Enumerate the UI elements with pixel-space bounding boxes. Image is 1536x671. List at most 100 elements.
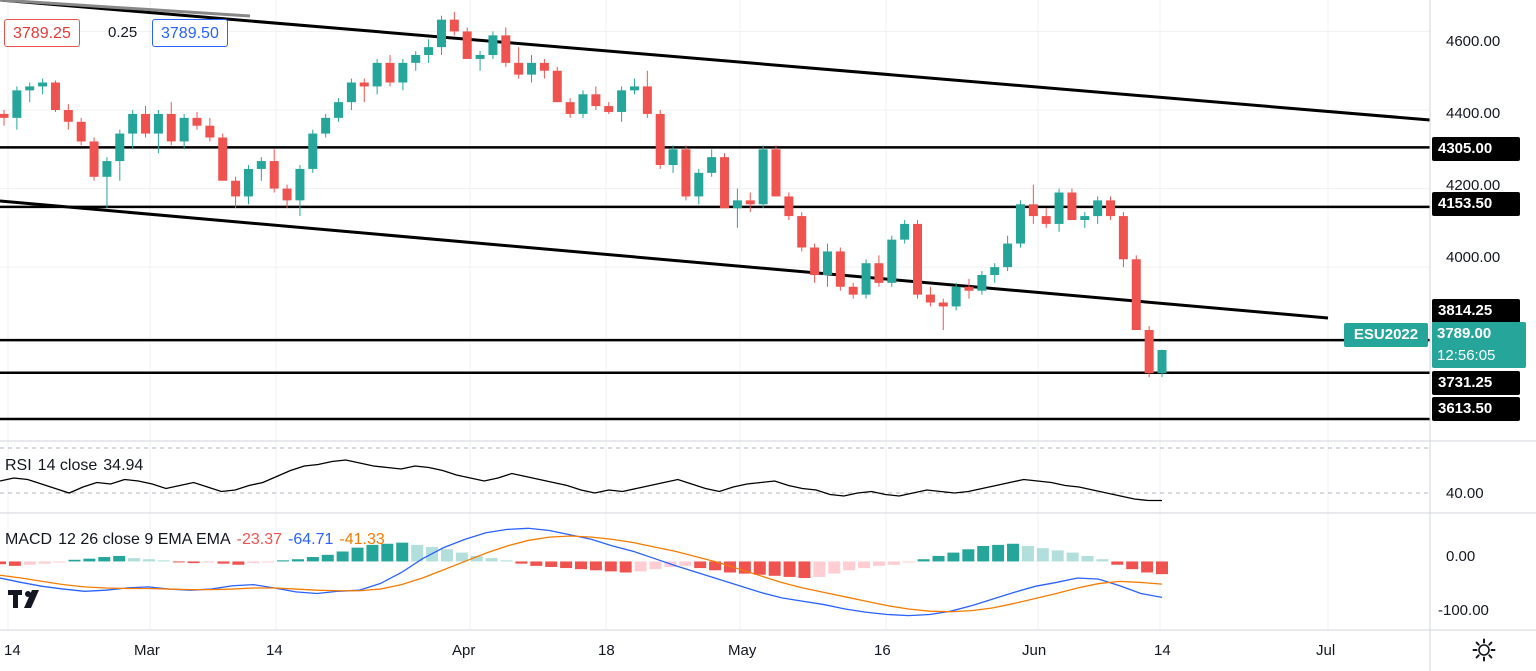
candle-body xyxy=(1015,204,1025,244)
candle-body xyxy=(1131,259,1141,330)
macd-histogram-bar xyxy=(992,544,1005,562)
macd-histogram-bar xyxy=(202,561,215,563)
rsi-legend[interactable]: RSI 14 close 34.94 xyxy=(5,457,149,475)
candle-body xyxy=(604,106,614,112)
candle-body xyxy=(25,86,35,91)
candle-body xyxy=(501,35,511,63)
time-tick: Jun xyxy=(1022,642,1047,659)
candle-body xyxy=(1028,204,1038,217)
macd-histogram-bar xyxy=(1141,561,1154,573)
candle-body xyxy=(102,161,112,177)
macd-histogram-bar xyxy=(872,561,885,566)
macd-signal-line xyxy=(0,535,1163,613)
rsi-value: 34.94 xyxy=(103,457,144,474)
candle-body xyxy=(282,188,292,201)
candle-body xyxy=(629,86,639,91)
candle-body xyxy=(861,263,871,295)
macd-histogram-bar xyxy=(649,561,662,570)
candle-body xyxy=(475,55,485,59)
ask-price-box[interactable]: 3789.50 xyxy=(152,19,228,47)
macd-histogram-bar xyxy=(411,544,424,562)
candle-body xyxy=(913,223,923,295)
candle-body xyxy=(745,200,755,205)
macd-legend[interactable]: MACD 12 26 close 9 EMA EMA -23.37 -64.71 -41… xyxy=(5,531,391,549)
candle-body xyxy=(925,294,935,303)
candle-body xyxy=(1080,216,1090,220)
candle-body xyxy=(938,302,948,307)
candle-body xyxy=(771,149,781,197)
macd-hist-value: -23.37 xyxy=(236,531,283,548)
macd-histogram-bar xyxy=(366,544,379,562)
candle-body xyxy=(192,117,202,126)
candle-body xyxy=(887,239,897,283)
macd-histogram-bar xyxy=(38,561,51,564)
macd-histogram-bar xyxy=(232,561,245,565)
time-tick: Apr xyxy=(452,642,476,659)
settings-gear-icon[interactable] xyxy=(1472,638,1496,662)
candle-body xyxy=(822,251,832,275)
macd-histogram-bar xyxy=(709,561,722,571)
macd-histogram-bar xyxy=(530,561,543,566)
candle-body xyxy=(964,286,974,291)
macd-histogram-bar xyxy=(336,551,349,562)
macd-histogram-bar xyxy=(634,561,647,572)
candle-body xyxy=(565,102,575,114)
candle-body xyxy=(1054,192,1064,224)
candle-body xyxy=(218,137,228,181)
candle-body xyxy=(115,133,125,162)
macd-histogram-bar xyxy=(83,558,96,562)
lower-trend-line xyxy=(0,199,1329,320)
candle-body xyxy=(12,90,22,118)
macd-signal-value: -41.33 xyxy=(339,531,385,548)
macd-tick: 0.00 xyxy=(1446,548,1476,565)
macd-histogram-bar xyxy=(753,561,766,575)
candle-body xyxy=(655,113,665,165)
candle-body xyxy=(1157,350,1167,374)
candles xyxy=(0,11,1167,378)
candle-body xyxy=(449,19,459,32)
candle-body xyxy=(642,86,652,114)
macd-histogram-bar xyxy=(619,561,632,573)
macd-histogram-bar xyxy=(1007,543,1020,562)
candle-body xyxy=(295,168,305,201)
bid-price-box[interactable]: 3789.25 xyxy=(4,19,80,47)
candle-body xyxy=(231,180,241,197)
time-tick: 14 xyxy=(266,642,283,659)
candle-body xyxy=(50,82,60,110)
current-price-label: 3789.00 12:56:05 xyxy=(1432,322,1526,368)
macd-params: 12 26 close 9 EMA EMA xyxy=(58,531,231,548)
candle-body xyxy=(76,121,86,142)
candle-body xyxy=(63,110,73,122)
candle-body xyxy=(1093,200,1103,217)
macd-histogram-bar xyxy=(306,557,319,562)
macd-histogram-bar xyxy=(947,552,960,562)
current-price: 3789.00 xyxy=(1437,325,1492,342)
candle-body xyxy=(243,168,253,197)
countdown-timer: 12:56:05 xyxy=(1437,347,1496,364)
price-tick: 4000.00 xyxy=(1446,249,1501,266)
candle-body xyxy=(900,223,910,240)
macd-histogram-bar xyxy=(455,552,468,562)
candle-body xyxy=(166,113,176,142)
candle-body xyxy=(810,247,820,275)
rsi-pane xyxy=(0,447,1430,502)
candle-body xyxy=(977,275,987,291)
tradingview-logo-icon[interactable] xyxy=(6,584,46,614)
macd-histogram-bar xyxy=(485,558,498,562)
macd-histogram-bar xyxy=(277,560,290,562)
faded-trend-line xyxy=(0,0,251,18)
candle-body xyxy=(1041,216,1051,224)
candle-body xyxy=(346,82,356,103)
macd-histogram-bar xyxy=(723,561,736,573)
candle-body xyxy=(308,133,318,169)
candle-body xyxy=(385,62,395,83)
candle-body xyxy=(1118,216,1128,260)
candle-body xyxy=(141,113,151,134)
macd-histogram-bar xyxy=(187,561,200,564)
rsi-name: RSI xyxy=(5,457,32,474)
candle-body xyxy=(1067,192,1077,220)
macd-histogram-bar xyxy=(917,559,930,562)
time-tick: 14 xyxy=(4,642,21,659)
candle-body xyxy=(0,113,9,118)
